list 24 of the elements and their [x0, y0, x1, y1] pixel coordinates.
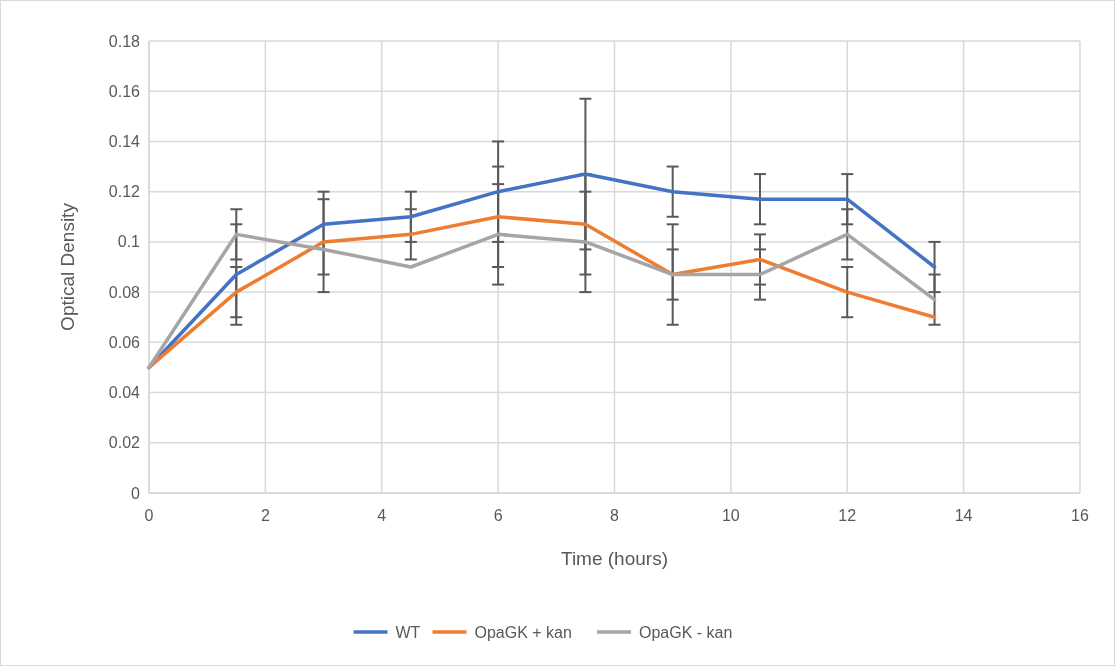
x-tick-label: 10: [721, 506, 740, 524]
x-tick-label: 14: [954, 506, 973, 524]
legend-label: OpaGK - kan: [639, 623, 733, 641]
y-tick-label: 0.14: [108, 133, 141, 151]
x-tick-label: 6: [493, 506, 503, 524]
x-tick-label: 8: [610, 506, 620, 524]
y-tick-label: 0.06: [108, 333, 141, 351]
y-tick-label: 0.08: [108, 283, 141, 301]
x-tick-label: 4: [377, 506, 387, 524]
y-axis-title: Optical Density: [56, 202, 78, 331]
y-tick-label: 0.18: [108, 32, 141, 50]
y-tick-label: 0.1: [117, 233, 141, 251]
y-tick-label: 0.16: [108, 82, 141, 100]
y-tick-label: 0: [131, 484, 141, 502]
y-tick-label: 0.04: [108, 384, 141, 402]
x-tick-label: 2: [260, 506, 270, 524]
legend-label: OpaGK + kan: [474, 623, 572, 641]
x-axis-title: Time (hours): [561, 548, 668, 569]
x-tick-label: 16: [1071, 506, 1089, 524]
y-tick-label: 0.02: [108, 434, 141, 452]
y-tick-label: 0.12: [108, 183, 141, 201]
legend-label: WT: [395, 623, 421, 641]
x-tick-label: 0: [144, 506, 154, 524]
x-tick-label: 12: [838, 506, 857, 524]
